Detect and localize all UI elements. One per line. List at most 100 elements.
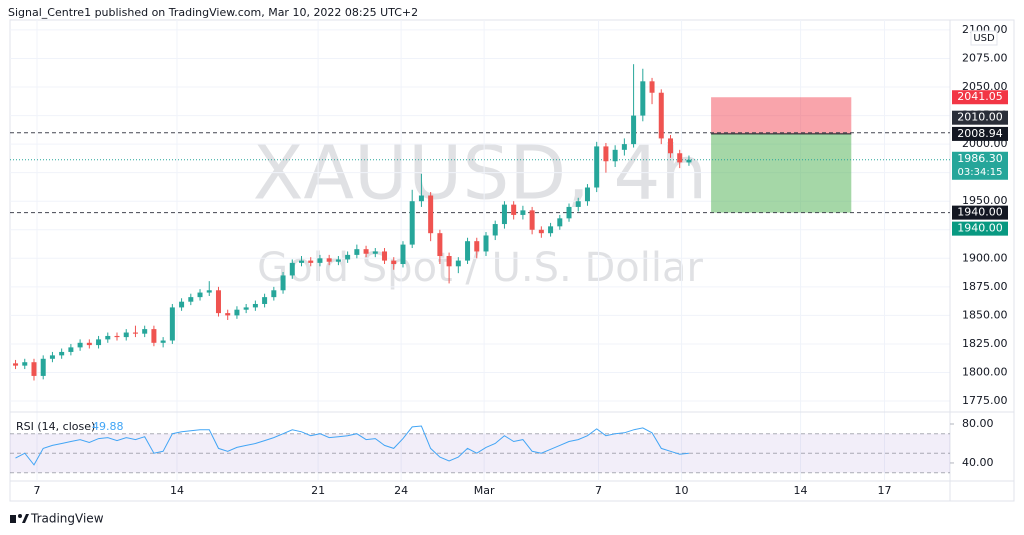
rsi-tick-label: 40.00 xyxy=(962,456,994,469)
candle-body xyxy=(455,260,461,267)
candle-body xyxy=(86,342,92,346)
x-tick-label: Mar xyxy=(474,484,495,497)
y-tick-label: 1950.00 xyxy=(962,194,1008,207)
y-tick-label: 1875.00 xyxy=(962,280,1008,293)
rsi-name: RSI (14, close) xyxy=(16,420,95,433)
currency-box xyxy=(970,30,998,46)
hline-label: 1940.00 xyxy=(957,206,1003,219)
candle-body xyxy=(372,251,378,254)
x-tick-label: 24 xyxy=(394,484,408,497)
candle-body xyxy=(317,258,323,263)
candle-body xyxy=(77,342,83,348)
candle-body xyxy=(59,351,65,356)
candle-body xyxy=(271,290,277,298)
candle-body xyxy=(299,260,305,263)
candle-body xyxy=(243,307,249,310)
y-tick-label: 1900.00 xyxy=(962,251,1008,264)
candle-body xyxy=(215,290,221,314)
candle-body xyxy=(234,309,240,316)
y-tick-label: 2050.00 xyxy=(962,80,1008,93)
candle-body xyxy=(188,297,194,302)
candle-body xyxy=(96,339,102,346)
candle-body xyxy=(363,249,369,254)
candle-body xyxy=(538,229,544,234)
header: Signal_Centre1 published on TradingView.… xyxy=(8,6,418,19)
candle-body xyxy=(575,201,581,207)
candle-body xyxy=(308,260,314,263)
y-tick-label: 1825.00 xyxy=(962,337,1008,350)
candle-body xyxy=(621,144,627,150)
entry-label-box xyxy=(952,126,1008,141)
y-tick-label: 2075.00 xyxy=(962,51,1008,64)
stop-label-box xyxy=(952,90,1008,105)
candle-body xyxy=(225,313,231,316)
stop-label: 2041.05 xyxy=(957,90,1003,103)
candle-body xyxy=(206,290,212,293)
candle-body xyxy=(501,204,507,225)
candle-body xyxy=(603,146,609,162)
watermark-description: Gold Spot / U.S. Dollar xyxy=(257,245,703,291)
candle-body xyxy=(132,332,138,334)
currency-label: USD xyxy=(973,33,995,44)
candle-body xyxy=(391,260,397,265)
x-tick-label: 7 xyxy=(595,484,602,497)
target-label: 1940.00 xyxy=(957,222,1003,235)
brand-name: TradingView xyxy=(30,512,104,526)
target-zone xyxy=(711,133,852,213)
candle-body xyxy=(686,159,692,163)
rsi-last-value: 49.88 xyxy=(92,420,124,433)
candle-body xyxy=(566,206,572,219)
x-tick-label: 7 xyxy=(34,484,41,497)
hline-label-box xyxy=(952,110,1008,125)
candle-body xyxy=(548,226,554,234)
entry-label: 2008.94 xyxy=(957,127,1003,140)
candle-body xyxy=(520,210,526,215)
frame xyxy=(9,19,1015,502)
candle-body xyxy=(280,275,286,291)
hline-label: 2010.00 xyxy=(957,111,1003,124)
rsi-tick-label: 80.00 xyxy=(962,417,994,430)
candle-body xyxy=(252,303,258,308)
candle-body xyxy=(179,301,185,308)
x-tick-label: 14 xyxy=(794,484,808,497)
countdown-label: 03:34:15 xyxy=(958,167,1003,178)
y-tick-label: 1775.00 xyxy=(962,394,1008,407)
candle-body xyxy=(428,195,434,234)
candle-body xyxy=(49,355,55,359)
last-price-label: 1986.30 xyxy=(957,152,1003,165)
candle-body xyxy=(289,262,295,276)
candle-body xyxy=(160,340,166,343)
x-tick-label: 17 xyxy=(878,484,892,497)
hline-label-box xyxy=(952,205,1008,220)
candle-body xyxy=(437,233,443,257)
candle-body xyxy=(382,251,388,261)
candle-body xyxy=(114,335,120,338)
candle-body xyxy=(354,249,360,255)
candle-body xyxy=(40,358,46,376)
candle-body xyxy=(418,195,424,202)
candle-body xyxy=(529,210,535,230)
candle-body xyxy=(640,81,646,116)
candle-body xyxy=(409,201,415,245)
candle-body xyxy=(492,224,498,236)
y-tick-label: 1800.00 xyxy=(962,365,1008,378)
candle-body xyxy=(649,81,655,93)
candle-body xyxy=(31,362,37,376)
candle-body xyxy=(483,235,489,252)
candle-body xyxy=(677,153,683,163)
candle-body xyxy=(594,146,600,188)
y-tick-label: 1850.00 xyxy=(962,308,1008,321)
candle-body xyxy=(326,258,332,262)
brand-logo xyxy=(10,514,29,523)
candle-body xyxy=(658,92,664,139)
watermark-symbol: XAUUSD, 4h xyxy=(253,131,708,217)
candle-body xyxy=(142,329,148,334)
candle-body xyxy=(105,335,111,340)
candle-body xyxy=(631,115,637,145)
candle-body xyxy=(13,363,19,366)
candle-body xyxy=(335,259,341,262)
x-tick-label: 14 xyxy=(170,484,184,497)
last-price-box xyxy=(952,151,1008,180)
candle-body xyxy=(151,329,157,343)
candle-body xyxy=(465,241,471,261)
